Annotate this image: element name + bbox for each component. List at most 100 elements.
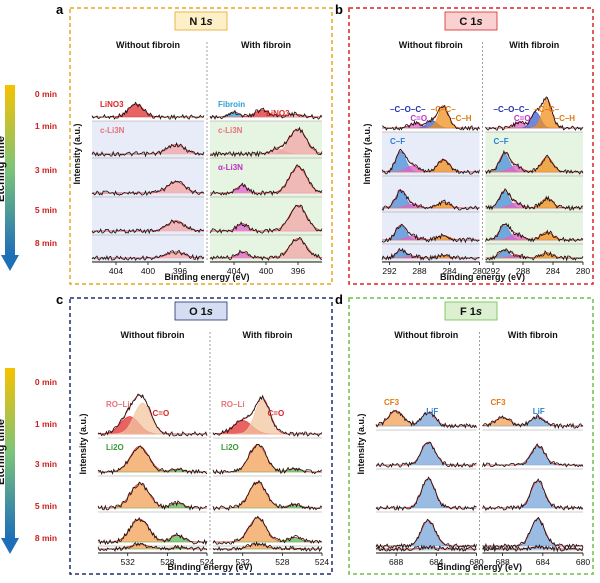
- etching-axis-label: Etching time: [0, 419, 7, 485]
- spectrum-line: [375, 544, 477, 552]
- panel-b: b C 1s Without fibroin With fibroin Intensit…: [335, 2, 594, 285]
- fit-envelope: [213, 543, 322, 550]
- panel-title: C 1s: [459, 16, 482, 28]
- peak-label: C–F: [390, 137, 405, 146]
- spectrum-line: [381, 148, 480, 175]
- etching-time-label: 5 min: [35, 205, 57, 215]
- subtitle-with: With fibroin: [508, 330, 558, 340]
- x-tick-label: 524: [200, 557, 214, 567]
- spectrum-line: [212, 479, 323, 511]
- spectrum-line: [482, 478, 584, 511]
- spectrum-line: [209, 126, 323, 158]
- y-axis-label: Intensity (a.u.): [72, 123, 82, 184]
- spectrum-line: [482, 413, 584, 430]
- spectrum-line: [212, 394, 323, 438]
- subtitle-without: Without fibroin: [116, 40, 180, 50]
- peak-label: c-Li3N: [218, 126, 243, 135]
- panel-title-main: N 1: [189, 16, 206, 28]
- peak-component: [98, 483, 207, 509]
- panel-border: [69, 7, 333, 285]
- spectrum-line: [485, 149, 584, 175]
- etching-arrow-head: [1, 538, 19, 554]
- peak-label: –C–C–: [431, 105, 456, 114]
- spectrum-line: [209, 204, 323, 234]
- peak-label: –C–H: [451, 114, 472, 123]
- x-tick-label: 688: [496, 557, 510, 567]
- x-tick-label: 400: [141, 266, 155, 276]
- panel-border: [69, 297, 333, 575]
- x-axis-label: Binding energy (eV): [437, 562, 522, 572]
- x-tick-label: 288: [516, 266, 530, 276]
- panel-title: F 1s: [460, 306, 482, 318]
- x-tick-label: 396: [291, 266, 305, 276]
- peak-label: Fibroin: [218, 100, 245, 109]
- spectrum-line: [485, 222, 584, 243]
- spectrum-line: [210, 164, 323, 197]
- x-tick-label: 524: [315, 557, 329, 567]
- panel-title-orbital: s: [207, 306, 213, 318]
- peak-label: C=O: [410, 114, 427, 123]
- peak-label: C=O: [153, 409, 170, 418]
- spectrum-line: [212, 443, 323, 475]
- x-tick-label: 280: [576, 266, 590, 276]
- x-tick-label: 532: [121, 557, 135, 567]
- peak-component: [376, 520, 477, 547]
- spectrum-line: [485, 248, 584, 262]
- peak-label: C–F: [494, 137, 509, 146]
- fit-envelope: [92, 144, 205, 155]
- peak-label: C=O: [514, 114, 531, 123]
- panel-title-box: [174, 11, 228, 31]
- spectrum-line: [97, 445, 208, 475]
- x-tick-label: 284: [546, 266, 560, 276]
- panel-title-orbital: s: [476, 306, 482, 318]
- x-tick-label: 680: [576, 557, 590, 567]
- x-tick-label: 288: [412, 266, 426, 276]
- x-tick-label: 528: [160, 557, 174, 567]
- peak-label: C=O: [268, 409, 285, 418]
- spectrum-line: [381, 247, 480, 261]
- peak-label: Li2O: [221, 443, 239, 452]
- spectrum-line: [97, 542, 208, 552]
- panel-title-main: F 1: [460, 306, 476, 318]
- subtitle-with: With fibroin: [509, 40, 559, 50]
- etching-time-label: 8 min: [35, 238, 57, 248]
- peak-label: LiNO3: [266, 109, 290, 118]
- panel-title-main: O 1: [189, 306, 207, 318]
- panel-title: O 1s: [189, 306, 213, 318]
- spectrum-line: [209, 236, 323, 261]
- panel-d: d F 1s Without fibroin With fibroin Intensit…: [335, 292, 594, 575]
- x-tick-label: 528: [275, 557, 289, 567]
- x-tick-label: 400: [259, 266, 273, 276]
- panel-a: a N 1s Without fibroin With fibroin Intensit…: [56, 2, 333, 285]
- panel-letter: d: [335, 292, 343, 307]
- spectrum-line: [212, 515, 323, 545]
- peak-label: LiF: [426, 407, 438, 416]
- peak-component: [482, 445, 583, 466]
- peak-label: Li2O: [106, 443, 124, 452]
- spectrum-line: [375, 476, 477, 512]
- peak-label: CF3: [491, 398, 507, 407]
- etching-time-label: 0 min: [35, 89, 57, 99]
- y-axis-label: Intensity (a.u.): [362, 123, 372, 184]
- peak-component: [482, 518, 583, 547]
- etching-arrow-head: [1, 255, 19, 271]
- spectrum-line: [212, 541, 323, 553]
- x-tick-label: 404: [227, 266, 241, 276]
- y-axis-label: Intensity (a.u.): [356, 413, 366, 474]
- etching-time-label: 8 min: [35, 533, 57, 543]
- fit-envelope: [210, 204, 323, 232]
- spectrum-line: [97, 517, 208, 546]
- subtitle-with: With fibroin: [241, 40, 291, 50]
- peak-label: LiF: [533, 407, 545, 416]
- subtitle-with: With fibroin: [243, 330, 293, 340]
- panel-border: [348, 7, 594, 285]
- panel-title-box: [444, 11, 498, 31]
- panel-title: N 1s: [189, 16, 212, 28]
- spectrum-line: [209, 107, 323, 120]
- x-axis-label: Binding energy (eV): [164, 272, 249, 282]
- etching-axis: Etching time 0 min 1 min 3 min 5 min 8 min: [0, 368, 57, 554]
- spectrum-line: [482, 443, 584, 468]
- etching-time-label: 3 min: [35, 165, 57, 175]
- x-tick-label: 280: [472, 266, 486, 276]
